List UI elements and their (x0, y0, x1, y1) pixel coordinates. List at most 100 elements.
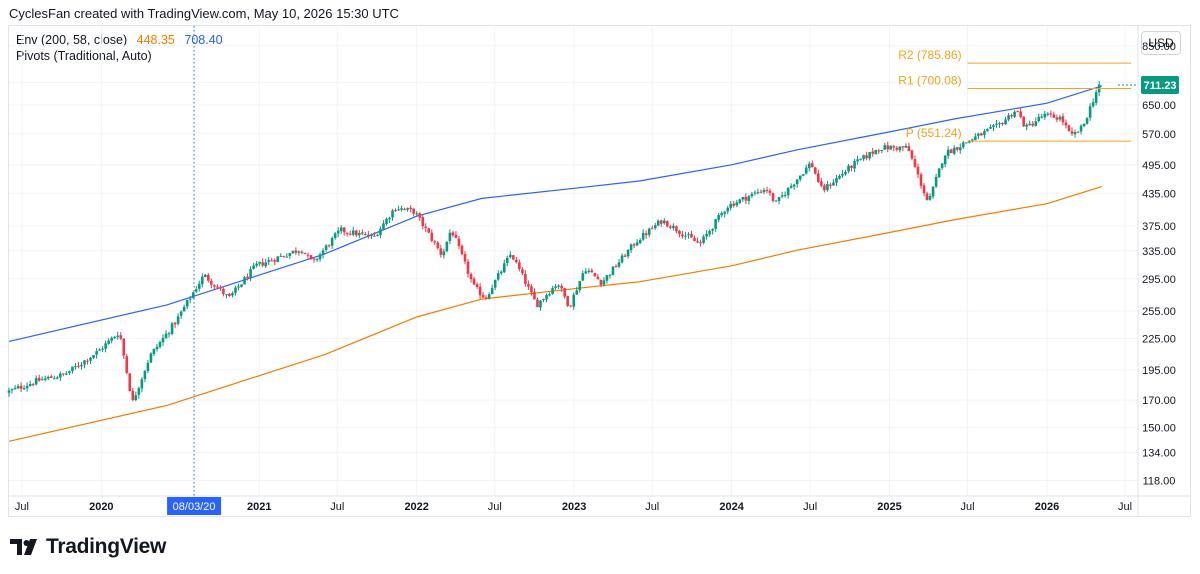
candle-body (80, 364, 83, 367)
candle-body (928, 196, 932, 200)
candle-body (442, 251, 446, 256)
candle-body (871, 151, 874, 154)
candle-body (493, 279, 497, 288)
price-tick-label: 495.00 (1142, 160, 1176, 172)
candle-body (729, 203, 733, 208)
candle-body (56, 377, 59, 379)
candle-body (203, 274, 207, 277)
candle-body (515, 259, 518, 263)
candle-body (13, 387, 17, 389)
candle-body (590, 270, 594, 273)
candle-body (581, 273, 585, 281)
time-tick-label: 2021 (247, 501, 271, 513)
candle-body (1031, 123, 1035, 126)
candle-body (86, 360, 89, 362)
candle-body (28, 383, 32, 387)
candle-body (164, 333, 168, 339)
price-tick-label: 118.00 (1143, 476, 1176, 488)
candle-body (291, 250, 295, 254)
candle-body (101, 348, 104, 350)
candle-body (297, 251, 301, 253)
candle-body (225, 294, 228, 296)
candle-body (980, 133, 983, 136)
candle-body (1010, 115, 1013, 117)
candle-body (306, 254, 310, 256)
price-tick-label: 375.00 (1142, 221, 1176, 233)
candle-body (798, 175, 802, 180)
candle-body (726, 207, 730, 212)
candle-body (708, 231, 711, 235)
candle-body (370, 235, 373, 237)
candle-body (330, 237, 334, 246)
candle-body (188, 298, 192, 300)
candle-body (925, 193, 929, 201)
candle-body (626, 249, 630, 257)
candle-body (596, 276, 600, 280)
price-tick-label: 570.00 (1142, 129, 1176, 141)
candle-body (339, 227, 343, 232)
candle-body (379, 228, 382, 236)
candle-body (1037, 116, 1041, 122)
envelope-legend-row[interactable]: Env (200, 58, close) 448.35 708.40 (16, 32, 223, 48)
candle-body (249, 269, 252, 278)
candle-body (910, 150, 914, 159)
candle-body (1076, 131, 1080, 133)
candle-body (895, 147, 899, 150)
candle-body (74, 366, 77, 368)
candle-body (732, 203, 736, 206)
candle-body (1091, 102, 1095, 107)
candle-body (545, 295, 548, 300)
crosshair-date-badge (167, 497, 222, 515)
candle-body (267, 260, 271, 262)
pivot-label: R1 (700.08) (898, 74, 961, 88)
candle-body (804, 167, 808, 174)
pivots-label: Pivots (Traditional, Auto) (16, 49, 152, 63)
candle-body (134, 395, 138, 400)
candle-body (817, 173, 820, 182)
candle-body (231, 293, 234, 296)
candle-body (351, 230, 355, 235)
candle-body (623, 255, 627, 257)
candle-body (137, 388, 141, 395)
candle-body (98, 349, 101, 351)
price-tick-label: 650.00 (1142, 100, 1176, 112)
candle-body (376, 235, 379, 237)
pivot-label: P (551.24) (906, 126, 962, 140)
candle-body (315, 259, 319, 261)
candle-body (702, 236, 705, 243)
candle-body (327, 245, 331, 247)
candle-body (693, 237, 696, 241)
candle-body (321, 250, 325, 255)
candle-body (478, 286, 482, 296)
candle-body (983, 131, 986, 135)
candle-body (653, 225, 657, 229)
candle-body (971, 139, 974, 141)
candle-body (889, 146, 893, 150)
candle-body (282, 256, 286, 258)
candle-body (255, 263, 258, 266)
candle-body (336, 230, 340, 234)
price-tick-label: 435.00 (1142, 188, 1176, 200)
candle-body (31, 384, 35, 386)
tradingview-logo[interactable]: TradingView (10, 535, 166, 559)
candle-body (1034, 121, 1038, 126)
candle-body (563, 288, 566, 297)
candle-body (527, 284, 530, 287)
candle-body (421, 217, 425, 227)
candle-body (1046, 113, 1050, 115)
candle-body (439, 248, 443, 255)
candle-body (1025, 124, 1028, 127)
pivots-legend-row[interactable]: Pivots (Traditional, Auto) (16, 48, 223, 64)
time-tick-label: Jul (488, 501, 502, 513)
candle-body (155, 346, 159, 350)
candle-body (385, 218, 388, 225)
candle-body (883, 145, 887, 150)
attribution-header: CyclesFan created with TradingView.com, … (9, 6, 399, 21)
candle-body (647, 228, 651, 235)
candle-body (285, 256, 289, 258)
candle-body (735, 202, 739, 206)
candle-body (149, 353, 153, 363)
currency-button[interactable]: USD (1141, 31, 1181, 55)
candle-body (418, 213, 422, 218)
